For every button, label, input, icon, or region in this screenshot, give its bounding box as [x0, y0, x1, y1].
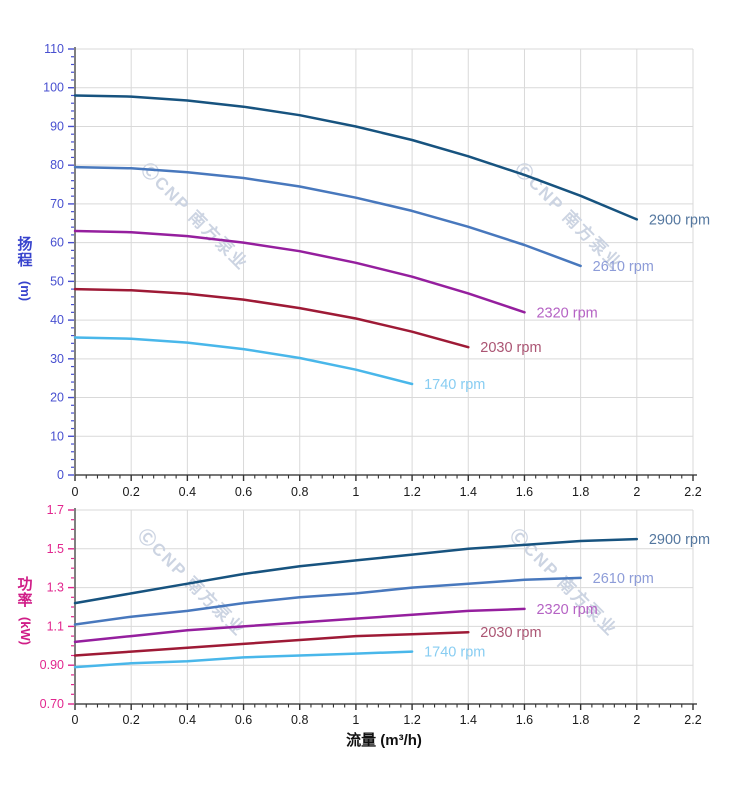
y-tick-label: 30 [50, 352, 64, 366]
x-tick-label: 1.6 [516, 485, 533, 499]
x-tick-label: 1.4 [460, 713, 477, 727]
series-2030-rpm-curve [73, 287, 470, 349]
head-axis-title-char2: 程 [17, 252, 33, 269]
y-tick-label: 70 [50, 197, 64, 211]
y-tick-label: 110 [44, 42, 64, 56]
y-tick-label: 0 [57, 468, 64, 482]
series-2900-rpm-label: 2900 rpm [649, 212, 710, 228]
head-axis-unit: (m) [18, 280, 33, 302]
series-2610-rpm-label: 2610 rpm [593, 259, 654, 275]
series-1740-rpm-label: 1740 rpm [424, 377, 485, 393]
flow-axis-title: 流量 (m³/h) [346, 732, 422, 749]
y-tick-label: 10 [50, 429, 64, 443]
series-2320-rpm-label: 2320 rpm [536, 305, 597, 321]
series-2320-rpm-curve [73, 607, 526, 644]
series-2030-rpm-label: 2030 rpm [480, 340, 541, 356]
y-tick-label: 80 [50, 158, 64, 172]
x-tick-label: 1.8 [572, 713, 589, 727]
x-tick-label: 0.4 [179, 713, 196, 727]
x-tick-label: 0 [72, 713, 79, 727]
series-2320-rpm-label: 2320 rpm [536, 602, 597, 618]
y-tick-label: 20 [50, 391, 64, 405]
series-2320-rpm-curve [73, 229, 526, 314]
x-tick-label: 2 [633, 485, 640, 499]
y-tick-label: 1.7 [47, 503, 64, 517]
x-tick-label: 1.2 [403, 713, 420, 727]
y-tick-label: 0.90 [40, 658, 64, 672]
head-axis-title: 扬 程 (m) [12, 236, 38, 302]
series-2610-rpm-label: 2610 rpm [593, 571, 654, 587]
head-chart-group: ⒸCNP 南方泵业 ⒸCNP 南方泵业0102030405060708090100… [43, 42, 710, 499]
power-axis-title: 功 率 (kW) [12, 576, 38, 646]
y-tick-label: 1.5 [47, 542, 64, 556]
x-tick-label: 0.6 [235, 713, 252, 727]
x-tick-label: 0.2 [122, 713, 139, 727]
y-tick-label: 0.70 [40, 697, 64, 711]
series-2030-rpm-label: 2030 rpm [480, 625, 541, 641]
x-tick-label: 1.8 [572, 485, 589, 499]
y-tick-label: 90 [50, 119, 64, 133]
x-tick-label: 0.6 [235, 485, 252, 499]
y-tick-label: 1.3 [47, 581, 64, 595]
x-tick-label: 2.2 [684, 713, 701, 727]
series-2900-rpm-curve [73, 94, 639, 221]
series-1740-rpm-curve [73, 650, 414, 669]
series-2610-rpm-curve [73, 576, 582, 626]
x-tick-label: 1 [352, 713, 359, 727]
y-tick-label: 1.1 [47, 619, 64, 633]
series-2030-rpm-curve [73, 630, 470, 657]
x-tick-label: 0.4 [179, 485, 196, 499]
y-tick-label: 40 [50, 313, 64, 327]
x-tick-label: 0 [72, 485, 79, 499]
y-tick-label: 60 [50, 236, 64, 250]
x-tick-label: 1 [352, 485, 359, 499]
series-2900-rpm-curve [73, 537, 639, 605]
series-2900-rpm-label: 2900 rpm [649, 532, 710, 548]
power-axis-title-char2: 率 [17, 592, 33, 609]
x-tick-label: 2 [633, 713, 640, 727]
power-axis-title-char1: 功 [17, 576, 33, 593]
x-tick-label: 0.8 [291, 713, 308, 727]
x-tick-label: 1.4 [460, 485, 477, 499]
x-tick-label: 0.2 [122, 485, 139, 499]
series-2610-rpm-curve [73, 165, 582, 268]
x-tick-label: 0.8 [291, 485, 308, 499]
head-axis-title-char1: 扬 [17, 236, 33, 253]
x-tick-label: 2.2 [684, 485, 701, 499]
y-tick-label: 100 [43, 81, 64, 95]
x-tick-label: 1.2 [403, 485, 420, 499]
y-tick-label: 50 [50, 274, 64, 288]
series-1740-rpm-label: 1740 rpm [424, 645, 485, 661]
power-axis-unit: (kW) [18, 616, 34, 646]
series-1740-rpm-curve [73, 336, 414, 386]
x-tick-label: 1.6 [516, 713, 533, 727]
